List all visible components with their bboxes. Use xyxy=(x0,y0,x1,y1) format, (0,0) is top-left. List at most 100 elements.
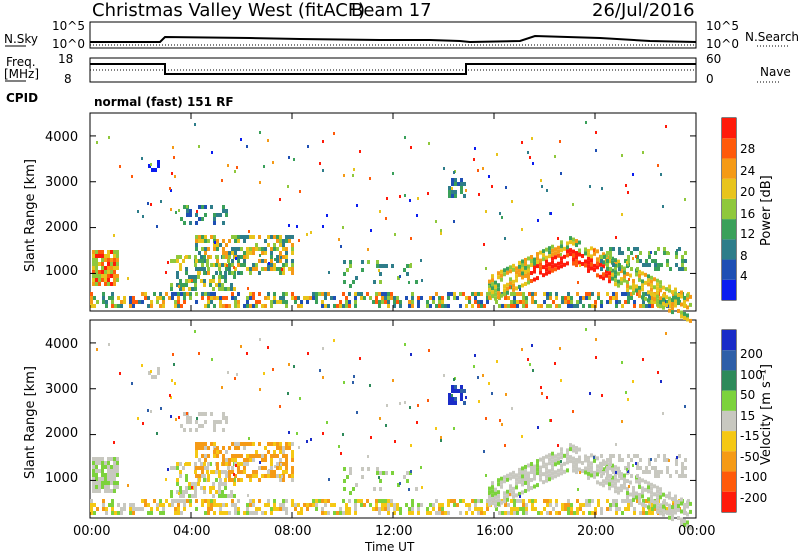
power-cell xyxy=(102,296,105,300)
velocity-cell xyxy=(600,466,603,470)
power-cell xyxy=(575,243,578,248)
power-colorbar-segment xyxy=(722,219,736,240)
power-cell xyxy=(441,296,444,300)
power-cell xyxy=(252,267,255,271)
velocity-cell xyxy=(333,503,336,507)
power-cell xyxy=(233,287,236,291)
power-cell xyxy=(285,239,288,243)
velocity-cell xyxy=(488,498,491,503)
velocity-cell xyxy=(599,469,602,474)
velocity-cell xyxy=(219,507,222,511)
velocity-cell xyxy=(285,462,288,466)
power-cell xyxy=(111,296,114,300)
power-cell xyxy=(564,296,567,300)
power-cell xyxy=(310,231,312,234)
power-cell xyxy=(195,247,198,251)
velocity-cell xyxy=(376,467,379,471)
power-cell xyxy=(182,287,185,291)
velocity-cell xyxy=(225,474,228,478)
power-cell xyxy=(246,296,249,300)
power-cell xyxy=(509,265,512,270)
velocity-cell xyxy=(480,507,483,511)
velocity-cell xyxy=(549,503,552,507)
power-cell xyxy=(285,251,288,255)
velocity-cell xyxy=(453,499,456,503)
velocity-cell xyxy=(207,446,210,450)
velocity-cell xyxy=(636,466,639,470)
power-cell xyxy=(378,304,381,308)
power-cell xyxy=(554,247,557,252)
velocity-cell xyxy=(201,470,204,474)
power-cell xyxy=(625,184,627,187)
power-cell xyxy=(243,235,246,239)
power-cell xyxy=(390,296,393,300)
velocity-cell xyxy=(657,454,660,458)
velocity-cell xyxy=(348,511,351,515)
power-cell xyxy=(585,121,587,124)
power-cell xyxy=(237,292,240,296)
velocity-cell xyxy=(606,499,609,503)
velocity-cell xyxy=(171,503,174,507)
power-cell xyxy=(352,174,354,177)
velocity-cell xyxy=(621,499,624,503)
power-cell xyxy=(615,296,618,300)
power-cell xyxy=(189,292,192,296)
velocity-cell xyxy=(503,479,506,484)
velocity-cell xyxy=(282,474,285,478)
power-cell xyxy=(662,301,665,306)
velocity-cell xyxy=(593,458,596,463)
power-cell xyxy=(243,263,246,267)
power-cell xyxy=(515,266,518,271)
power-cell xyxy=(671,310,674,315)
velocity-cell xyxy=(162,503,165,507)
power-cell xyxy=(110,266,113,270)
power-cell xyxy=(560,264,563,269)
power-cell xyxy=(593,251,596,256)
velocity-cell xyxy=(596,464,599,469)
velocity-cell xyxy=(259,338,261,341)
power-cell xyxy=(346,268,349,272)
velocity-cell xyxy=(98,469,101,473)
power-cell xyxy=(633,304,636,308)
power-cell xyxy=(378,269,380,272)
velocity-cell xyxy=(198,458,201,462)
power-cell xyxy=(373,280,376,284)
velocity-cell xyxy=(521,348,523,351)
velocity-cell xyxy=(474,354,476,357)
velocity-cell xyxy=(267,499,270,503)
velocity-cell xyxy=(627,466,630,470)
power-cell xyxy=(194,123,196,126)
velocity-cell xyxy=(606,458,609,462)
power-cell xyxy=(409,199,411,202)
power-cell xyxy=(680,290,683,295)
power-cell xyxy=(189,213,192,217)
power-cell xyxy=(185,279,188,283)
power-cell xyxy=(276,300,279,304)
power-cell xyxy=(683,311,686,316)
velocity-cell xyxy=(249,442,252,446)
velocity-cell xyxy=(627,470,629,473)
velocity-cell xyxy=(560,471,563,476)
velocity-cell xyxy=(665,502,668,507)
velocity-cell xyxy=(518,475,521,480)
velocity-cell xyxy=(570,507,573,511)
velocity-cell xyxy=(542,456,545,461)
power-cell xyxy=(264,259,267,263)
velocity-cell xyxy=(246,507,249,511)
velocity-cell xyxy=(621,458,624,462)
power-cell xyxy=(447,292,450,296)
power-cell xyxy=(293,158,295,161)
velocity-cell xyxy=(438,507,441,511)
power-cell xyxy=(214,241,216,244)
velocity-cell xyxy=(611,479,614,484)
power-cell xyxy=(249,296,252,300)
power-cell xyxy=(213,217,216,221)
velocity-cell xyxy=(177,511,180,515)
velocity-cell xyxy=(680,501,683,506)
power-cell xyxy=(650,291,653,296)
velocity-cell xyxy=(321,511,324,515)
velocity-cell xyxy=(216,454,219,458)
velocity-cell xyxy=(647,497,650,502)
velocity-cell xyxy=(120,507,123,511)
velocity-cell xyxy=(279,446,282,450)
